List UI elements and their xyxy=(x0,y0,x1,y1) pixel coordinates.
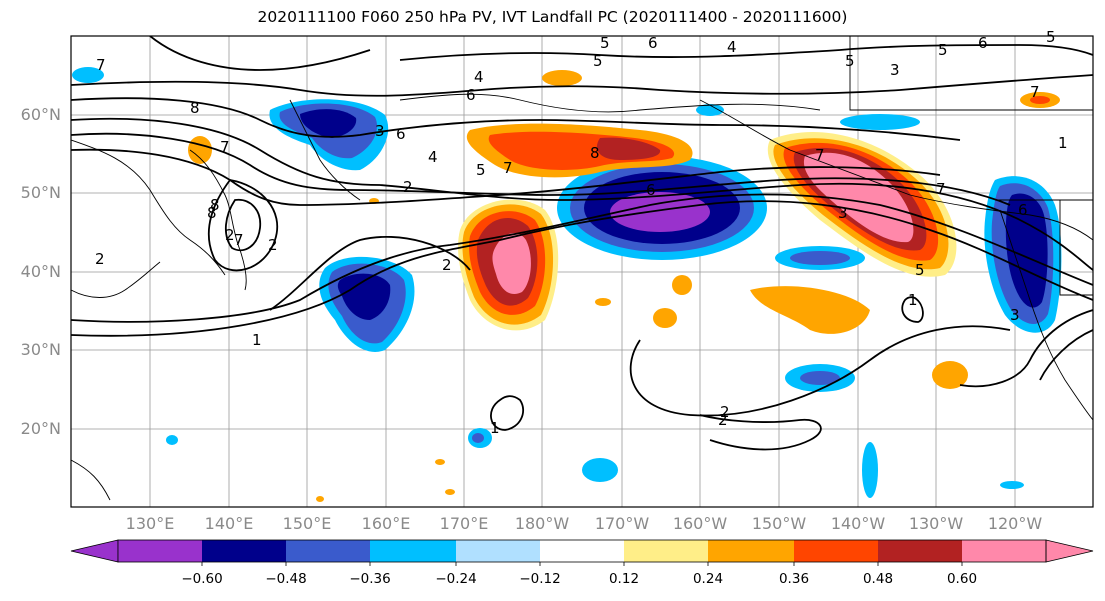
colorbar-tick-label: −0.48 xyxy=(265,571,307,587)
contour-label: 5 xyxy=(915,261,925,279)
colorbar-bin xyxy=(456,540,540,562)
negative-anomaly-west-coast xyxy=(984,176,1062,333)
colorbar-tick-label: 0.60 xyxy=(946,571,978,587)
colorbar-bin xyxy=(370,540,456,562)
colorbar-tick-label: −0.60 xyxy=(181,571,223,587)
contour-label: 5 xyxy=(600,34,610,52)
contour-label: 6 xyxy=(1018,201,1028,219)
colorbar-tick-label: 0.36 xyxy=(778,571,810,587)
contour-label: 6 xyxy=(646,181,656,199)
lon-label: 130°W xyxy=(908,514,964,533)
pv-contours xyxy=(71,36,1093,451)
contour-label: 6 xyxy=(466,86,476,104)
contour-label: 2 xyxy=(403,178,413,196)
contour-label: 3 xyxy=(1010,306,1020,324)
lon-label: 140°W xyxy=(830,514,886,533)
contour-label: 2 xyxy=(718,411,728,429)
map-frame xyxy=(70,35,1094,508)
lat-label: 60°N xyxy=(20,105,61,124)
gridlines xyxy=(71,36,1093,507)
contour-label: 6 xyxy=(978,34,988,52)
small-anomalies xyxy=(72,67,1060,502)
lon-label: 160°E xyxy=(361,514,411,533)
contour-label: 5 xyxy=(593,52,603,70)
contour-label: 2 xyxy=(720,403,730,421)
contour-label: 8 xyxy=(190,99,200,117)
colorbar-extend-left xyxy=(70,539,119,563)
colorbar-outline xyxy=(117,539,1047,563)
colorbar-bin xyxy=(286,540,370,562)
lat-label: 50°N xyxy=(20,183,61,202)
colorbar-tick-label: 0.24 xyxy=(692,571,724,587)
contour-label: 8 xyxy=(207,204,217,222)
lon-label: 150°W xyxy=(751,514,807,533)
chart-title: 2020111100 F060 250 hPa PV, IVT Landfall… xyxy=(257,8,848,26)
colorbar-bin xyxy=(118,540,202,562)
contour-label: 3 xyxy=(375,122,385,140)
lon-label: 120°W xyxy=(987,514,1043,533)
contour-label: 2 xyxy=(268,236,278,254)
colorbar-tick-label: 0.48 xyxy=(862,571,894,587)
contour-label: 5 xyxy=(938,41,948,59)
lon-label: 170°E xyxy=(439,514,489,533)
contour-label: 1 xyxy=(490,419,500,437)
positive-anomaly-bering xyxy=(466,123,693,178)
contour-label: 1 xyxy=(252,331,262,349)
colorbar-bin xyxy=(962,540,1046,562)
contour-label: 5 xyxy=(1046,28,1056,46)
colorbar-tick-label: −0.24 xyxy=(435,571,477,587)
negative-anomaly-kamchatka xyxy=(269,99,389,171)
contour-label: 6 xyxy=(648,34,658,52)
colorbar-bin xyxy=(878,540,962,562)
lat-label: 30°N xyxy=(20,340,61,359)
contour-label: 2 xyxy=(225,226,235,244)
lon-label: 170°W xyxy=(594,514,650,533)
colorbar-bin xyxy=(708,540,794,562)
contour-label: 7 xyxy=(815,146,825,164)
contour-label: 7 xyxy=(220,138,230,156)
lon-label: 150°E xyxy=(282,514,332,533)
negative-anomaly-west xyxy=(319,256,415,352)
contour-label: 5 xyxy=(845,52,855,70)
contour-label: 4 xyxy=(428,148,438,166)
contour-label: 6 xyxy=(396,125,406,143)
colorbar-extend-right xyxy=(1045,539,1094,563)
contour-label: 1 xyxy=(1058,134,1068,152)
contour-label: 7 xyxy=(936,180,946,198)
colorbar-tick-label: 0.12 xyxy=(608,571,640,587)
colorbar xyxy=(70,539,1094,566)
lon-label: 140°E xyxy=(204,514,254,533)
contour-label: 2 xyxy=(95,250,105,268)
lon-label: 180°W xyxy=(514,514,570,533)
contour-label: 8 xyxy=(590,144,600,162)
contour-label: 5 xyxy=(476,161,486,179)
contour-label: 7 xyxy=(96,56,106,74)
lat-label: 40°N xyxy=(20,262,61,281)
colorbar-tick-label: −0.12 xyxy=(519,571,561,587)
contour-label: 1 xyxy=(908,291,918,309)
lat-label: 20°N xyxy=(20,419,61,438)
contour-label: 7 xyxy=(1030,83,1040,101)
lon-label: 130°E xyxy=(125,514,175,533)
contour-label: 8 xyxy=(210,196,220,214)
colorbar-bin xyxy=(202,540,286,562)
lon-label: 160°W xyxy=(672,514,728,533)
contour-label: 2 xyxy=(442,256,452,274)
colorbar-tick-marks xyxy=(201,562,963,566)
contour-label: 4 xyxy=(727,38,737,56)
colorbar-bin xyxy=(624,540,708,562)
contour-labels: 7 8 7 8 7 2 2 1 2 1 4 6 4 5 6 7 8 5 6 2 … xyxy=(95,28,1068,437)
colorbar-tick-label: −0.36 xyxy=(349,571,391,587)
contour-label: 3 xyxy=(890,61,900,79)
contour-label: 7 xyxy=(503,159,513,177)
contour-label: 4 xyxy=(474,68,484,86)
contour-label: 3 xyxy=(838,204,848,222)
colorbar-bin xyxy=(540,540,624,562)
contour-label: 7 xyxy=(234,231,244,249)
colorbar-bin xyxy=(794,540,878,562)
